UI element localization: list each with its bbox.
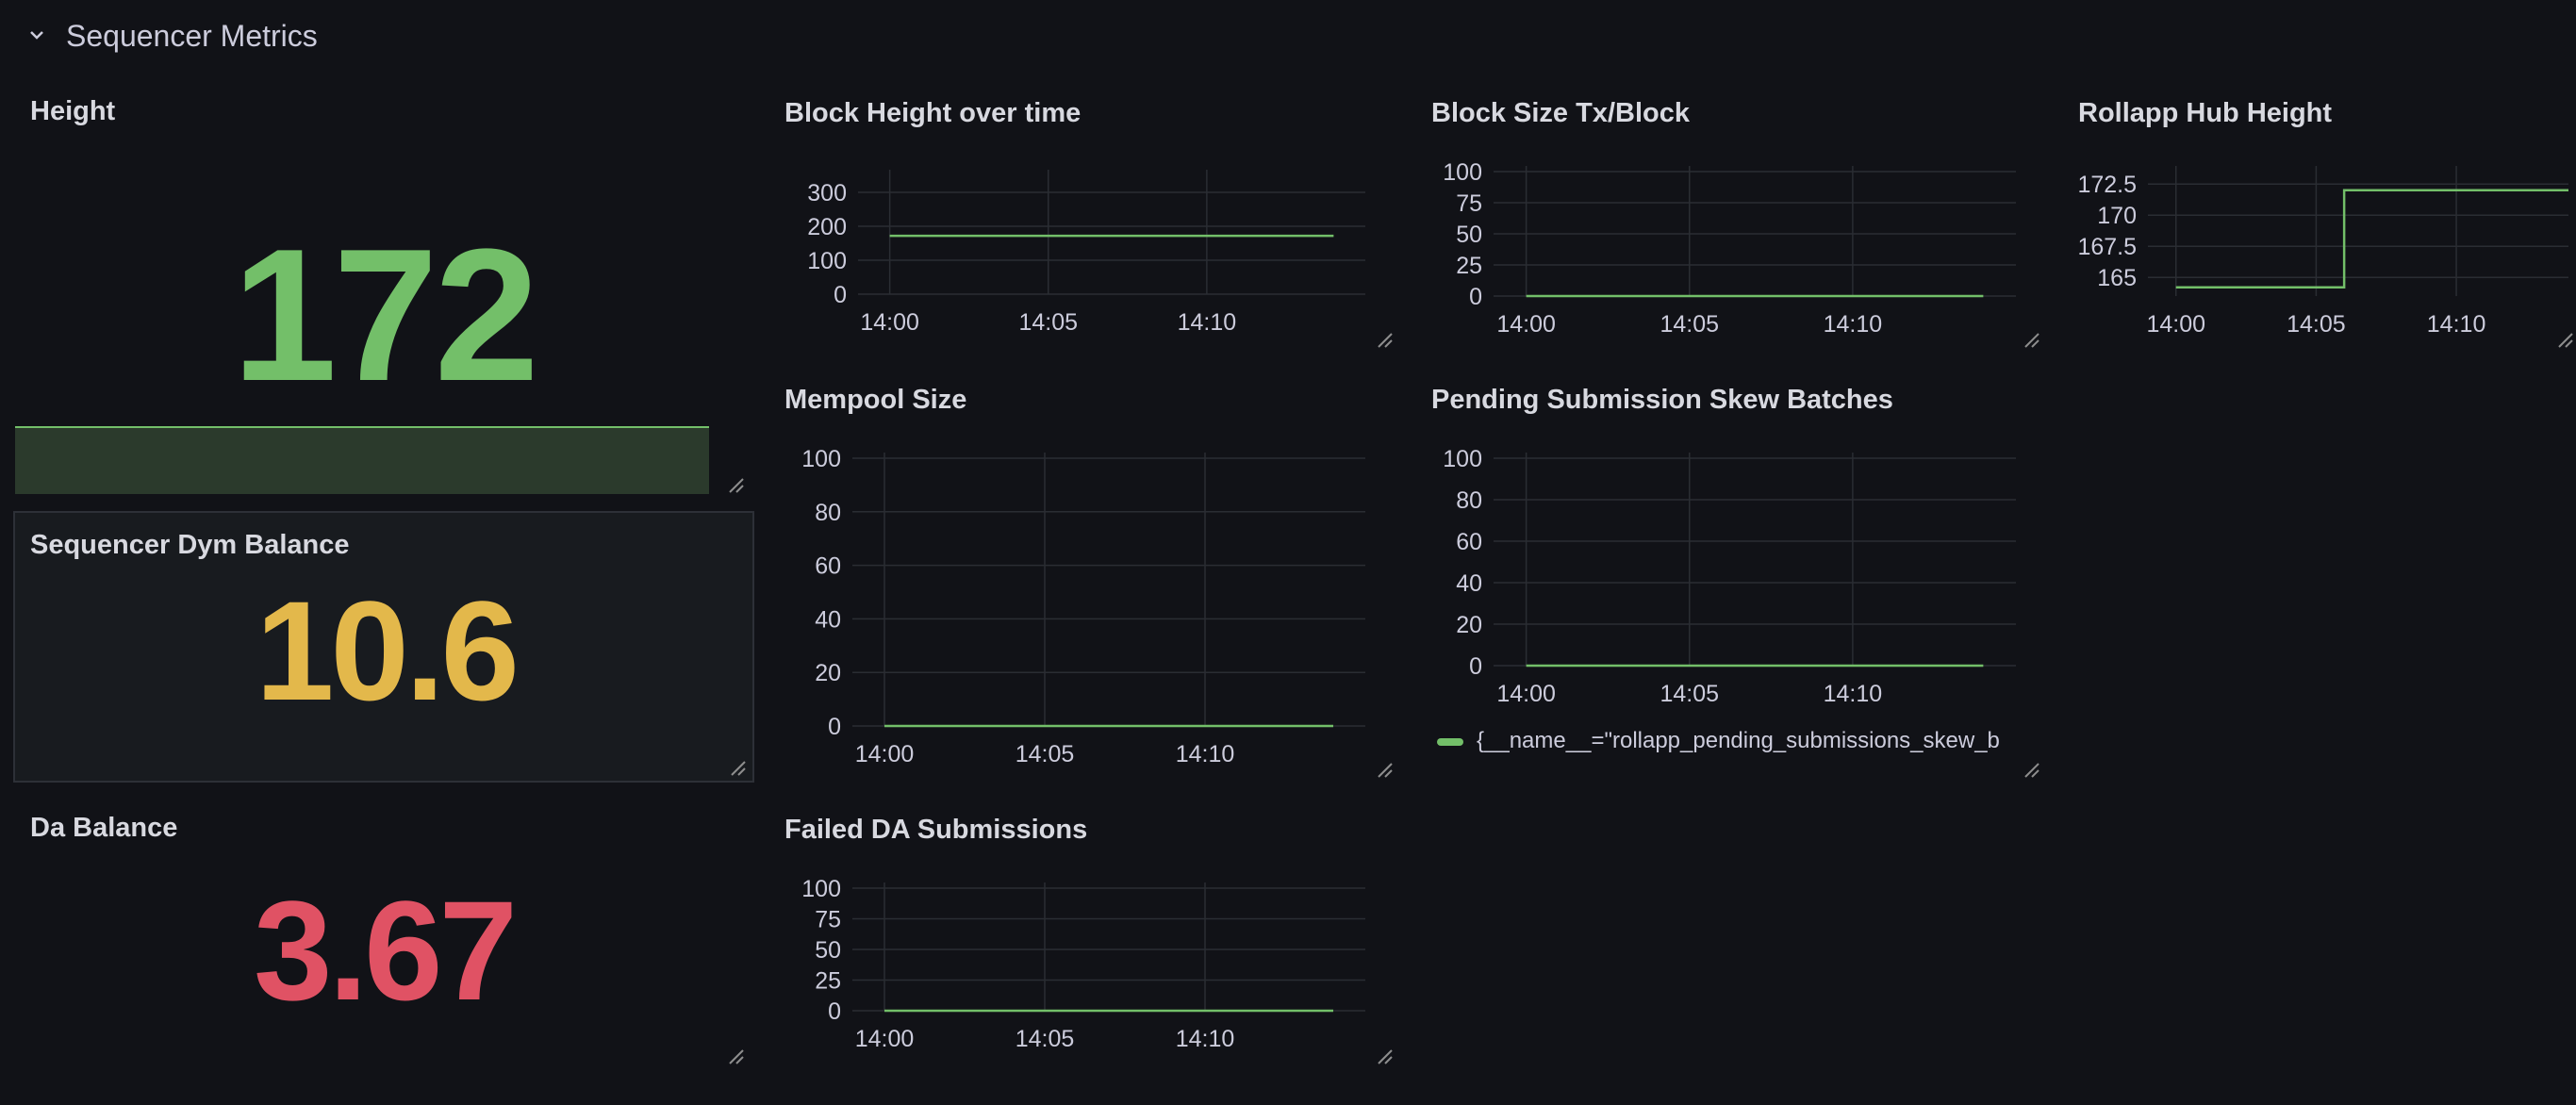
legend-swatch bbox=[1437, 737, 1463, 746]
height-sparkline-area bbox=[15, 426, 709, 494]
y-tick-label: 40 bbox=[1456, 570, 1482, 597]
y-tick-label: 200 bbox=[807, 214, 847, 240]
y-tick-label: 100 bbox=[807, 248, 847, 274]
resize-handle-icon[interactable] bbox=[730, 760, 747, 777]
panel-title: Sequencer Dym Balance bbox=[30, 530, 350, 560]
panel-title-hub-height[interactable]: Rollapp Hub Height bbox=[2078, 98, 2333, 128]
x-tick-label: 14:05 bbox=[1018, 309, 1078, 336]
x-tick-label: 14:10 bbox=[1176, 741, 1235, 767]
y-tick-label: 75 bbox=[1456, 190, 1482, 217]
y-tick-label: 80 bbox=[815, 500, 841, 526]
y-tick-label: 167.5 bbox=[2078, 234, 2137, 260]
panel-title-pending-skew[interactable]: Pending Submission Skew Batches bbox=[1431, 385, 1893, 415]
row-title[interactable]: Sequencer Metrics bbox=[66, 19, 318, 53]
row-header[interactable]: Sequencer Metrics bbox=[0, 0, 2576, 75]
resize-handle-icon[interactable] bbox=[1377, 762, 1394, 779]
panel-title: Height bbox=[30, 96, 116, 126]
x-tick-label: 14:10 bbox=[1824, 681, 1883, 707]
legend-label: {__name__="rollapp_pending_submissions_s… bbox=[1477, 728, 2000, 753]
panel-title-mempool[interactable]: Mempool Size bbox=[784, 385, 967, 415]
x-tick-label: 14:05 bbox=[1016, 1026, 1075, 1052]
y-tick-label: 20 bbox=[815, 660, 841, 686]
y-tick-label: 165 bbox=[2097, 265, 2137, 291]
panel-title-block-size[interactable]: Block Size Tx/Block bbox=[1431, 98, 1690, 128]
y-tick-label: 0 bbox=[834, 282, 847, 308]
chart-hub-height[interactable]: 172.5 170 167.5 165 14:00 14:05 14:10 bbox=[2078, 151, 2576, 349]
x-tick-label: 14:00 bbox=[860, 309, 919, 336]
y-tick-label: 60 bbox=[815, 553, 841, 580]
y-tick-label: 25 bbox=[815, 968, 841, 995]
resize-handle-icon[interactable] bbox=[2557, 332, 2574, 349]
resize-handle-icon[interactable] bbox=[1377, 1048, 1394, 1065]
resize-handle-icon[interactable] bbox=[728, 1048, 745, 1065]
y-tick-label: 100 bbox=[801, 876, 841, 902]
y-tick-label: 100 bbox=[801, 446, 841, 472]
x-tick-label: 14:10 bbox=[1824, 311, 1883, 338]
resize-handle-icon[interactable] bbox=[2023, 762, 2040, 779]
y-tick-label: 40 bbox=[815, 606, 841, 633]
series-line[interactable] bbox=[2175, 189, 2568, 289]
panel-title-block-height[interactable]: Block Height over time bbox=[784, 98, 1082, 128]
y-tick-label: 80 bbox=[1456, 487, 1482, 514]
y-tick-label: 50 bbox=[1456, 222, 1482, 248]
panel-title: Da Balance bbox=[30, 813, 178, 843]
panel-da-balance[interactable]: Da Balance 3.67 bbox=[13, 798, 754, 1071]
x-tick-label: 14:00 bbox=[855, 741, 915, 767]
y-tick-label: 60 bbox=[1456, 529, 1482, 555]
legend-item[interactable]: {__name__="rollapp_pending_submissions_s… bbox=[1437, 728, 2031, 754]
y-tick-label: 170 bbox=[2097, 203, 2137, 229]
y-tick-label: 172.5 bbox=[2078, 172, 2137, 198]
y-tick-label: 25 bbox=[1456, 253, 1482, 279]
x-tick-label: 14:00 bbox=[1496, 681, 1556, 707]
y-tick-label: 0 bbox=[1469, 284, 1482, 310]
y-tick-label: 0 bbox=[828, 714, 841, 740]
chevron-down-icon[interactable] bbox=[25, 23, 49, 47]
resize-handle-icon[interactable] bbox=[728, 477, 745, 494]
y-tick-label: 20 bbox=[1456, 612, 1482, 638]
chart-pending-skew[interactable]: 100 80 60 40 20 0 14:00 14:05 14:10 bbox=[1431, 439, 2025, 713]
height-stat-value: 172 bbox=[232, 210, 539, 421]
x-tick-label: 14:05 bbox=[1660, 311, 1719, 338]
chart-block-size[interactable]: 100 75 50 25 0 14:00 14:05 14:10 bbox=[1431, 151, 2025, 349]
chart-block-height[interactable]: 300 200 100 0 14:00 14:05 14:10 bbox=[784, 160, 1379, 349]
x-tick-label: 14:10 bbox=[1176, 1026, 1235, 1052]
y-tick-label: 300 bbox=[807, 180, 847, 206]
x-tick-label: 14:00 bbox=[2146, 311, 2205, 338]
x-tick-label: 14:05 bbox=[2287, 311, 2346, 338]
x-tick-label: 14:05 bbox=[1660, 681, 1719, 707]
resize-handle-icon[interactable] bbox=[1377, 332, 1394, 349]
chart-mempool[interactable]: 100 80 60 40 20 0 14:00 14:05 14:10 bbox=[784, 439, 1379, 779]
panel-title-failed-da[interactable]: Failed DA Submissions bbox=[784, 815, 1088, 845]
x-tick-label: 14:05 bbox=[1016, 741, 1075, 767]
x-tick-label: 14:10 bbox=[2427, 311, 2486, 338]
resize-handle-icon[interactable] bbox=[2023, 332, 2040, 349]
y-tick-label: 50 bbox=[815, 937, 841, 964]
x-tick-label: 14:00 bbox=[1496, 311, 1556, 338]
y-tick-label: 100 bbox=[1443, 446, 1482, 472]
dym-balance-stat-value: 10.6 bbox=[256, 571, 520, 730]
y-tick-label: 100 bbox=[1443, 159, 1482, 186]
x-tick-label: 14:00 bbox=[855, 1026, 915, 1052]
x-tick-label: 14:10 bbox=[1178, 309, 1237, 336]
panel-dym-balance[interactable]: Sequencer Dym Balance 10.6 bbox=[13, 511, 754, 783]
y-tick-label: 75 bbox=[815, 907, 841, 933]
da-balance-stat-value: 3.67 bbox=[254, 871, 518, 1030]
y-tick-label: 0 bbox=[1469, 653, 1482, 680]
y-tick-label: 0 bbox=[828, 998, 841, 1025]
panel-height[interactable]: Height 172 bbox=[13, 85, 754, 500]
chart-failed-da[interactable]: 100 75 50 25 0 14:00 14:05 14:10 bbox=[784, 869, 1379, 1073]
